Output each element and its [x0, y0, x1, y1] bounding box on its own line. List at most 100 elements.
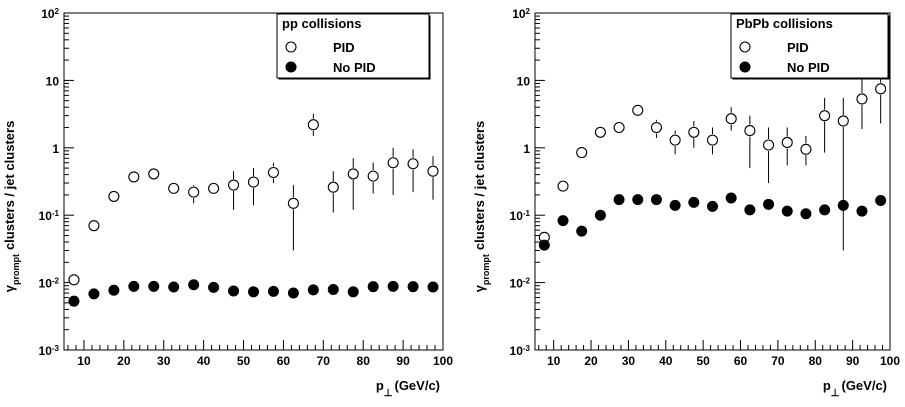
x-axis-label: p⊥ (GeV/c): [823, 378, 887, 399]
x-tick-label: 70: [771, 354, 785, 368]
legend-box: [730, 13, 889, 79]
data-point-open: [108, 190, 120, 202]
x-tick-label: 90: [846, 354, 860, 368]
data-point-open: [669, 134, 681, 146]
data-point-filled: [557, 215, 569, 227]
y-tick-label: 10-1: [510, 209, 531, 224]
y-tick-label: 10-2: [39, 276, 60, 291]
x-tick-label: 40: [659, 354, 673, 368]
data-point-open: [800, 143, 812, 155]
y-tick-label: 10-3: [510, 344, 531, 359]
x-tick-label: 20: [117, 354, 131, 368]
x-tick-label: 50: [237, 354, 251, 368]
x-tick-label: 100: [880, 354, 900, 368]
x-tick-label: 10: [77, 354, 91, 368]
data-point-filled: [307, 284, 319, 296]
data-point-filled: [367, 281, 379, 293]
legend-box: [276, 13, 430, 79]
data-point-filled: [148, 280, 160, 292]
series-pid: [68, 113, 439, 286]
x-tick-label: 80: [809, 354, 823, 368]
data-point-open: [267, 166, 279, 179]
series-pid: [538, 72, 887, 251]
data-point-open: [557, 180, 569, 192]
data-point-open: [576, 147, 588, 159]
data-point-filled: [725, 192, 737, 204]
y-tick-label: 10-1: [39, 209, 60, 224]
legend-marker-open: [285, 41, 297, 53]
data-point-filled: [188, 279, 200, 291]
data-point-open: [128, 171, 140, 183]
data-point-filled: [287, 287, 299, 299]
legend: PbPb collisions PID No PID: [730, 13, 890, 80]
data-point-filled: [248, 286, 259, 298]
x-tick-label: 30: [157, 354, 171, 368]
legend-entry: No PID: [787, 60, 830, 75]
x-tick-label: 60: [734, 354, 748, 368]
data-point-open: [327, 181, 339, 193]
data-point-open: [856, 93, 868, 105]
legend: pp collisions PID No PID: [276, 13, 431, 80]
legend-marker-filled: [739, 61, 751, 73]
x-tick-label: 40: [197, 354, 211, 368]
data-point-filled: [763, 198, 775, 210]
data-point-open: [613, 121, 625, 134]
data-point-filled: [837, 199, 849, 211]
data-point-open: [650, 121, 662, 134]
data-point-filled: [68, 295, 80, 307]
x-tick-label: 80: [357, 354, 371, 368]
data-point-filled: [800, 208, 812, 220]
data-point-filled: [744, 204, 756, 216]
x-tick-label: 60: [277, 354, 291, 368]
y-axis-label: γpromptclusters / jet clusters: [472, 121, 491, 293]
data-point-open: [632, 104, 644, 116]
data-point-filled: [669, 199, 681, 211]
data-point-open: [148, 168, 160, 180]
legend-entry: PID: [787, 40, 809, 55]
data-point-open: [688, 126, 700, 138]
data-point-open: [307, 119, 319, 131]
data-point-filled: [650, 194, 662, 206]
data-point-open: [875, 83, 887, 95]
series-no-pid: [538, 192, 887, 251]
data-point-open: [228, 179, 240, 191]
data-point-filled: [875, 195, 887, 207]
data-point-filled: [88, 288, 100, 300]
data-point-open: [387, 157, 399, 169]
data-point-open: [744, 125, 756, 137]
legend-entry: PID: [333, 40, 355, 55]
x-tick-label: 30: [622, 354, 636, 368]
data-point-filled: [108, 284, 120, 296]
legend-entry: No PID: [333, 60, 376, 75]
legend-title: pp collisions: [282, 16, 361, 31]
legend-title: PbPb collisions: [736, 16, 833, 31]
data-point-filled: [267, 285, 279, 297]
data-point-open: [427, 165, 439, 177]
data-point-open: [208, 182, 220, 194]
y-tick-label: 10: [46, 74, 60, 88]
data-point-open: [725, 113, 737, 125]
x-tick-label: 20: [584, 354, 598, 368]
y-tick-label: 1: [52, 142, 59, 156]
x-tick-label: 50: [696, 354, 710, 368]
plot-frame: [63, 12, 444, 351]
x-axis-label: p⊥ (GeV/c): [376, 378, 440, 399]
plot-frame: [534, 12, 891, 351]
data-point-filled: [347, 286, 359, 298]
x-tick-label: 10: [547, 354, 561, 368]
data-point-open: [347, 168, 359, 180]
data-point-filled: [387, 280, 399, 292]
y-axis-label: γpromptclusters / jet clusters: [2, 121, 21, 293]
data-point-filled: [538, 239, 550, 251]
data-point-open: [407, 158, 419, 170]
data-point-filled: [576, 225, 588, 237]
data-point-filled: [594, 209, 606, 221]
x-tick-label: 70: [317, 354, 331, 368]
data-point-filled: [856, 205, 868, 217]
data-point-open: [706, 134, 719, 146]
data-point-open: [837, 115, 849, 127]
data-point-filled: [208, 281, 220, 293]
data-point-filled: [613, 194, 625, 206]
